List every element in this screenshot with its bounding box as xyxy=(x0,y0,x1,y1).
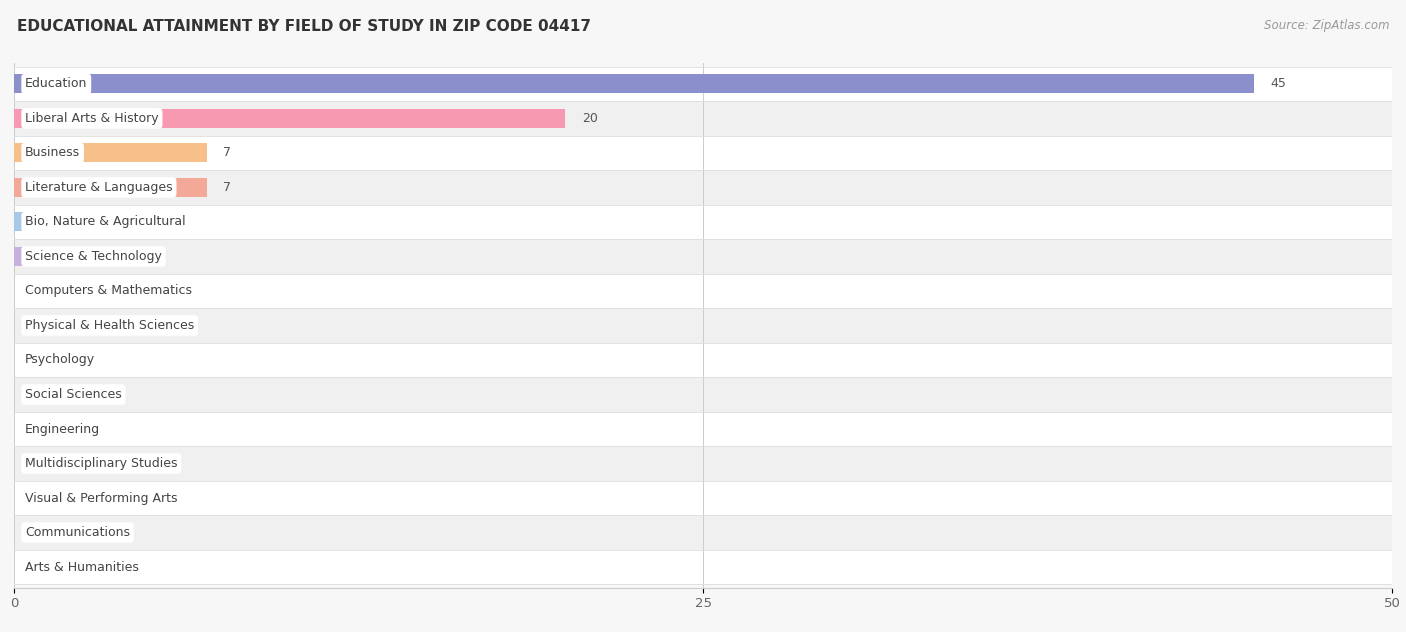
Text: 2: 2 xyxy=(86,250,94,263)
Text: Liberal Arts & History: Liberal Arts & History xyxy=(25,112,159,125)
Bar xyxy=(14,212,152,231)
Text: Social Sciences: Social Sciences xyxy=(25,388,122,401)
Text: Visual & Performing Arts: Visual & Performing Arts xyxy=(25,492,177,504)
Text: Physical & Health Sciences: Physical & Health Sciences xyxy=(25,319,194,332)
Text: Bio, Nature & Agricultural: Bio, Nature & Agricultural xyxy=(25,216,186,228)
Text: 20: 20 xyxy=(582,112,598,125)
Text: Literature & Languages: Literature & Languages xyxy=(25,181,173,194)
Bar xyxy=(0,515,1406,550)
Text: Communications: Communications xyxy=(25,526,131,539)
Text: 0: 0 xyxy=(31,457,38,470)
Bar xyxy=(14,75,1254,94)
Text: Source: ZipAtlas.com: Source: ZipAtlas.com xyxy=(1264,19,1389,32)
Text: 5: 5 xyxy=(169,216,176,228)
Bar xyxy=(0,170,1406,205)
Text: 0: 0 xyxy=(31,319,38,332)
Text: 45: 45 xyxy=(1271,77,1286,90)
Bar xyxy=(14,247,69,266)
Text: 7: 7 xyxy=(224,181,232,194)
Text: Computers & Mathematics: Computers & Mathematics xyxy=(25,284,193,298)
Bar xyxy=(0,274,1406,308)
Text: 7: 7 xyxy=(224,147,232,159)
Bar xyxy=(0,101,1406,136)
Bar xyxy=(14,143,207,162)
Text: 0: 0 xyxy=(31,423,38,435)
Bar xyxy=(14,178,207,197)
Text: 0: 0 xyxy=(31,526,38,539)
Text: 0: 0 xyxy=(31,284,38,298)
Text: Multidisciplinary Studies: Multidisciplinary Studies xyxy=(25,457,177,470)
Bar xyxy=(0,343,1406,377)
Bar xyxy=(0,66,1406,101)
Bar xyxy=(0,446,1406,481)
Text: Arts & Humanities: Arts & Humanities xyxy=(25,561,139,574)
Bar xyxy=(0,550,1406,585)
Bar xyxy=(0,412,1406,446)
Text: Psychology: Psychology xyxy=(25,353,96,367)
Bar xyxy=(0,136,1406,170)
Text: Education: Education xyxy=(25,77,87,90)
Text: 0: 0 xyxy=(31,353,38,367)
Bar xyxy=(0,205,1406,239)
Text: Business: Business xyxy=(25,147,80,159)
Bar xyxy=(0,239,1406,274)
Bar xyxy=(0,308,1406,343)
Text: 0: 0 xyxy=(31,492,38,504)
Text: Engineering: Engineering xyxy=(25,423,100,435)
Bar xyxy=(0,481,1406,515)
Text: 0: 0 xyxy=(31,561,38,574)
Text: 0: 0 xyxy=(31,388,38,401)
Bar xyxy=(0,377,1406,412)
Bar xyxy=(14,109,565,128)
Text: Science & Technology: Science & Technology xyxy=(25,250,162,263)
Text: EDUCATIONAL ATTAINMENT BY FIELD OF STUDY IN ZIP CODE 04417: EDUCATIONAL ATTAINMENT BY FIELD OF STUDY… xyxy=(17,19,591,34)
